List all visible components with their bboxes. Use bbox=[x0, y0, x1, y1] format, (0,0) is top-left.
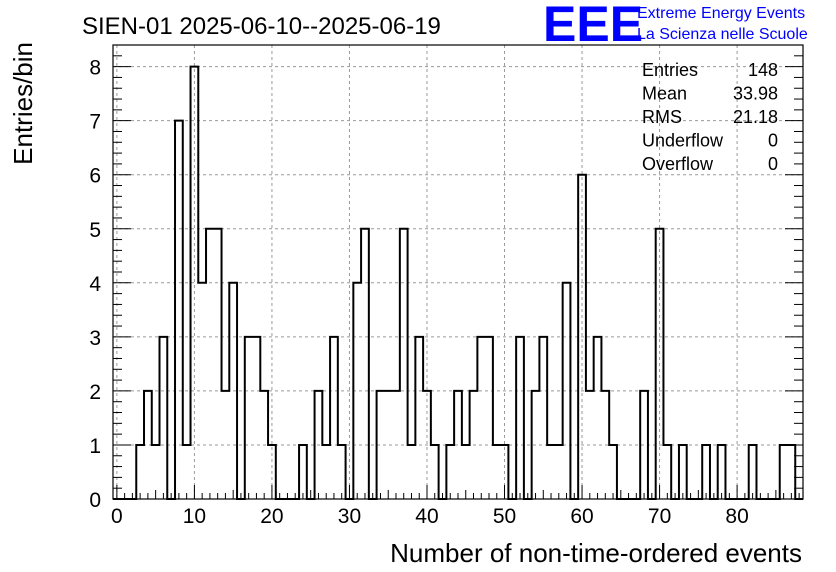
y-axis-ticks: 0 1 2 3 4 5 6 7 8 bbox=[89, 44, 803, 512]
stats-box: Entries 148 Mean 33.98 RMS 21.18 Underflow 0 Ove… bbox=[642, 60, 778, 174]
y-tick-label: 2 bbox=[89, 381, 101, 404]
y-tick-label: 8 bbox=[89, 57, 101, 80]
chart-title: SIEN-01 2025-06-10--2025-06-19 bbox=[82, 13, 441, 40]
x-tick-label: 70 bbox=[648, 505, 671, 528]
x-tick-label: 40 bbox=[415, 505, 438, 528]
y-tick-label: 1 bbox=[89, 435, 101, 458]
stats-value: 0 bbox=[768, 131, 778, 151]
logo-line-1: Extreme Energy Events bbox=[637, 5, 805, 22]
eee-logo-mark: EEE bbox=[543, 0, 643, 52]
y-tick-label: 5 bbox=[89, 219, 101, 242]
x-tick-label: 60 bbox=[570, 505, 593, 528]
y-tick-label: 4 bbox=[89, 273, 101, 296]
x-axis-label: Number of non-time-ordered events bbox=[390, 538, 802, 568]
stats-value: 0 bbox=[768, 154, 778, 174]
x-tick-label: 0 bbox=[111, 505, 123, 528]
x-tick-label: 30 bbox=[338, 505, 361, 528]
eee-logo: EEE Extreme Energy Events La Scienza nel… bbox=[543, 0, 808, 52]
y-tick-label: 3 bbox=[89, 327, 101, 350]
x-axis-ticks: 0 10 20 30 40 50 60 70 80 bbox=[111, 485, 800, 528]
stats-label: Overflow bbox=[642, 154, 714, 174]
x-tick-label: 10 bbox=[183, 505, 206, 528]
y-tick-label: 7 bbox=[89, 111, 101, 134]
stats-label: Underflow bbox=[642, 131, 724, 151]
stats-value: 33.98 bbox=[733, 84, 778, 104]
stats-label: Mean bbox=[642, 84, 687, 104]
stats-label: Entries bbox=[642, 60, 698, 80]
x-tick-label: 50 bbox=[493, 505, 516, 528]
x-tick-label: 20 bbox=[260, 505, 283, 528]
stats-value: 148 bbox=[748, 60, 778, 80]
y-tick-label: 6 bbox=[89, 165, 101, 188]
stats-label: RMS bbox=[642, 107, 682, 127]
logo-line-2: La Scienza nelle Scuole bbox=[637, 26, 808, 43]
stats-value: 21.18 bbox=[733, 107, 778, 127]
x-tick-label: 80 bbox=[725, 505, 748, 528]
y-tick-label: 0 bbox=[89, 489, 101, 512]
y-axis-label: Entries/bin bbox=[8, 42, 38, 165]
